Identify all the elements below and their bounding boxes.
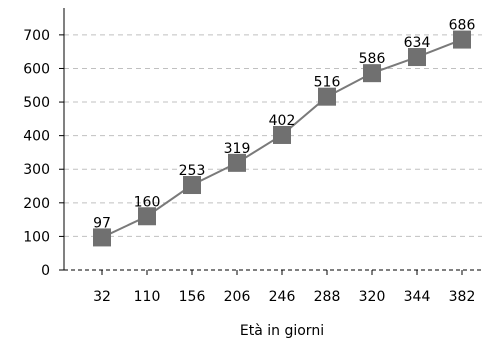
data-point-marker [228, 153, 246, 172]
data-label: 160 [134, 194, 161, 210]
data-point-marker [318, 87, 336, 106]
data-point-marker [138, 207, 156, 226]
data-point-marker [453, 30, 471, 49]
data-point-marker [408, 48, 426, 67]
data-label: 586 [359, 51, 386, 67]
data-label: 634 [404, 35, 431, 51]
x-tick-label: 288 [314, 289, 341, 305]
x-tick-label: 156 [179, 289, 206, 305]
x-tick-label: 206 [224, 289, 251, 305]
x-tick-label: 344 [404, 289, 431, 305]
data-point-marker [273, 125, 291, 144]
data-label: 402 [269, 113, 296, 129]
y-tick-label: 500 [23, 95, 50, 111]
x-tick-label: 32 [93, 289, 111, 305]
y-tick-label: 200 [23, 196, 50, 212]
y-tick-label: 300 [23, 162, 50, 178]
x-tick-label: 320 [359, 289, 386, 305]
x-tick-label: 110 [134, 289, 161, 305]
data-point-marker [183, 176, 201, 195]
y-tick-label: 100 [23, 229, 50, 245]
data-label: 686 [449, 18, 476, 34]
data-label: 253 [179, 163, 206, 179]
data-point-marker [93, 228, 111, 247]
data-point-marker [363, 64, 381, 83]
y-tick-label: 0 [41, 263, 50, 279]
series [93, 30, 471, 247]
y-tick-label: 600 [23, 61, 50, 77]
data-label: 319 [224, 141, 251, 157]
data-label: 516 [314, 75, 341, 91]
x-tick-labels: 32 110 156 206 246 288 320 344 382 [93, 289, 475, 305]
x-tick-label: 246 [269, 289, 296, 305]
y-tick-labels: 0 100 200 300 400 500 600 700 [23, 28, 50, 279]
x-axis-label: Età in giorni [240, 323, 324, 339]
y-tick-label: 400 [23, 129, 50, 145]
axes [59, 8, 482, 275]
data-labels: 97 160 253 319 402 516 586 634 686 [93, 18, 475, 232]
data-label: 97 [93, 215, 111, 231]
y-tick-label: 700 [23, 28, 50, 44]
x-tick-label: 382 [449, 289, 476, 305]
